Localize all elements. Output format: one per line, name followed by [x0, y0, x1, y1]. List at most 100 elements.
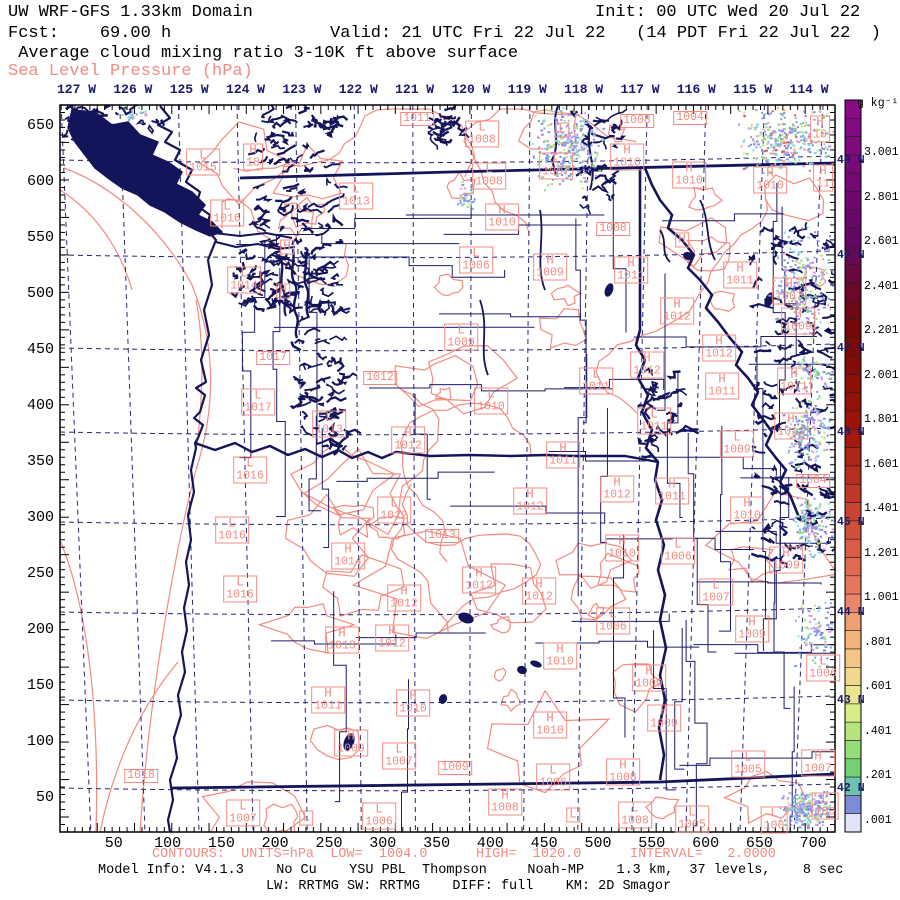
high-pressure-label: H 1010	[730, 496, 764, 524]
high-pressure-label: H 1010	[543, 642, 577, 670]
lon-label: 125 W	[169, 82, 209, 97]
y-tick-label: 100	[26, 733, 54, 750]
high-pressure-label: H 1009	[735, 615, 769, 643]
contour-value-label: 1004	[796, 474, 830, 488]
high-pressure-label: H 1009	[781, 307, 815, 335]
low-pressure-label: L 1006	[806, 654, 840, 682]
x-tick-label: 50	[104, 835, 123, 852]
low-pressure-label: L 1007	[699, 578, 733, 606]
high-pressure-label: H 11	[813, 164, 833, 192]
overlay-description: Sea Level Pressure (hPa)	[8, 62, 253, 81]
low-pressure-label: L 1006	[536, 763, 570, 791]
x-tick-label: 650	[745, 835, 773, 852]
colorbar-tick-label: .201	[864, 769, 892, 783]
model-info-line1: Model Info: V4.1.3 No Cu YSU PBL Thompso…	[98, 863, 844, 878]
low-pressure-label: L 1012	[377, 496, 411, 524]
low-pressure-label: L 1007	[539, 152, 573, 180]
low-pressure-label: L 1009	[444, 323, 478, 351]
low-pressure-label: L 1008	[472, 162, 506, 190]
y-tick-label: 300	[26, 509, 54, 526]
colorbar-tick-label: .401	[864, 724, 892, 738]
low-pressure-label: L 1006	[362, 802, 396, 830]
low-pressure-label: L 1010	[474, 387, 508, 415]
low-pressure-label: L 1007	[382, 742, 416, 770]
high-pressure-label: H	[280, 239, 294, 255]
y-tick-label: 400	[26, 397, 54, 414]
pressure-contours	[60, 108, 835, 832]
colorbar-tick-label: 1.601	[864, 457, 899, 471]
y-tick-label: 650	[26, 117, 54, 134]
contour-value-label: 1013	[425, 529, 459, 543]
x-tick-label: 700	[799, 835, 827, 852]
low-pressure-label: L 1017	[241, 388, 275, 416]
lat-label: 48 N	[837, 249, 865, 262]
high-pressure-label: H 1012	[513, 487, 547, 515]
high-pressure-label: H 1011	[311, 686, 345, 714]
x-tick-label: 350	[423, 835, 451, 852]
high-pressure-label: H 1012	[702, 334, 736, 362]
lon-label: 115 W	[733, 82, 773, 97]
low-pressure-label: L 1016	[215, 516, 249, 544]
low-pressure-label: L 1006	[459, 246, 493, 274]
low-pressure-label: L 1008	[465, 120, 499, 148]
y-tick-label: 250	[26, 565, 54, 582]
contour-value-label: 1004	[673, 111, 707, 125]
low-pressure-label: L 1006	[596, 607, 630, 635]
model-domain-title: UW WRF-GFS 1.33km Domain	[8, 3, 253, 22]
high-pressure-label: H 1010	[610, 143, 644, 171]
lon-label: 117 W	[620, 82, 660, 97]
x-tick-label: 500	[584, 835, 612, 852]
y-tick-label: 200	[26, 621, 54, 638]
high-pressure-label: H 1012	[660, 297, 694, 325]
high-pressure-label: H 1012	[522, 577, 556, 605]
high-pressure-label: H 1014	[331, 542, 365, 570]
lat-label: 49 N	[837, 154, 865, 167]
contour-value-label: 1012	[363, 371, 397, 385]
high-pressure-label: H 1012	[462, 566, 496, 594]
high-pressure-label: H 1007	[801, 749, 835, 777]
high-pressure-label: H 1008	[488, 788, 522, 816]
y-tick-label: 450	[26, 341, 54, 358]
low-pressure-label: L 1013	[339, 182, 373, 210]
init-time: Init: 00 UTC Wed 20 Jul 22	[595, 3, 861, 22]
high-pressure-label: H 1009	[647, 704, 681, 732]
colorbar-tick-label: 1.801	[864, 413, 899, 427]
y-tick-label: 550	[26, 229, 54, 246]
contour-value-label: 1009	[438, 761, 472, 775]
x-tick-label: 150	[207, 835, 235, 852]
contour-value-label: 1018	[124, 769, 158, 783]
contour-value-label: 1008	[596, 222, 630, 236]
grid-lines	[60, 105, 835, 832]
lat-label: 43 N	[837, 694, 865, 707]
colorbar-tick-label: 2.201	[864, 324, 899, 338]
high-pressure-label: H 1012	[375, 624, 409, 652]
contour-value-label: 1011	[400, 112, 434, 126]
contour-value-label: 1008	[620, 114, 654, 128]
y-tick-label: 350	[26, 453, 54, 470]
high-pressure-label: H 10	[810, 115, 830, 143]
lon-label: 126 W	[113, 82, 153, 97]
high-pressure-label: H 1010	[485, 203, 519, 231]
colorbar-tick-label: .001	[864, 813, 892, 827]
low-pressure-label: L 1011	[579, 367, 613, 395]
high-pressure-label: H 1012	[630, 351, 664, 379]
y-tick-label: 500	[26, 285, 54, 302]
high-pressure-label: H 1012	[391, 426, 425, 454]
high-pressure-label: H 1011	[546, 441, 580, 469]
y-tick-label: 50	[35, 789, 54, 806]
low-pressure-label: L 100	[811, 792, 839, 820]
high-pressure-label: H 1010	[396, 689, 430, 717]
colorbar-tick-label: .601	[864, 680, 892, 694]
colorbar-tick-label: 2.801	[864, 190, 899, 204]
lat-label: 46 N	[837, 426, 865, 439]
lon-label: 114 W	[789, 82, 829, 97]
high-pressure-label: H 1008	[606, 758, 640, 786]
low-pressure-label: L	[299, 810, 313, 826]
lon-label: 124 W	[226, 82, 266, 97]
colorbar-tick-label: 1.001	[864, 591, 899, 605]
high-pressure-label: H 1009	[769, 546, 803, 574]
lon-label: 123 W	[282, 82, 322, 97]
contour-info-line: CONTOURS: UNITS=hPa LOW= 1004.0 HIGH= 10…	[152, 847, 776, 862]
